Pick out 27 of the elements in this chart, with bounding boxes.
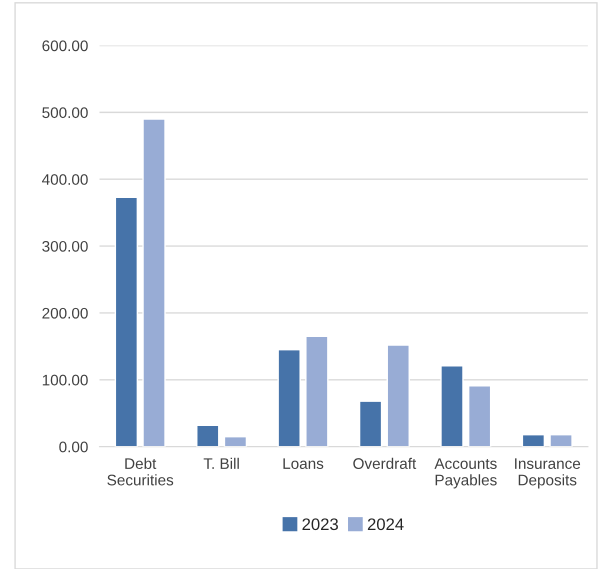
- bar: [386, 344, 410, 447]
- bar: [224, 436, 248, 447]
- bar: [114, 196, 138, 447]
- y-tick-label: 500.00: [42, 107, 88, 118]
- x-tick-label: Insurance Deposits: [515, 458, 580, 488]
- legend-label: 2023: [302, 518, 338, 530]
- y-tick-label: 300.00: [42, 240, 88, 252]
- y-tick-label: 400.00: [42, 174, 88, 185]
- bar: [142, 118, 166, 447]
- bar: [277, 349, 301, 447]
- bar: [468, 385, 492, 447]
- bar: [549, 434, 573, 447]
- y-tick-label: 600.00: [42, 40, 88, 52]
- x-tick-label: Overdraft: [353, 458, 416, 469]
- y-tick-label: 200.00: [42, 308, 88, 319]
- bar: [440, 365, 464, 447]
- bar: [358, 400, 382, 447]
- y-tick-label: 0.00: [59, 442, 88, 452]
- legend-label: 2024: [368, 518, 404, 530]
- y-tick-label: 100.00: [42, 374, 88, 386]
- x-tick-label: Debt Securities: [107, 458, 174, 486]
- x-tick-label: Accounts Payables: [434, 458, 497, 488]
- bar: [196, 424, 220, 447]
- x-tick-label: T. Bill: [204, 458, 239, 469]
- bar: [305, 336, 329, 447]
- x-tick-label: Loans: [283, 458, 324, 469]
- bar: [522, 434, 546, 447]
